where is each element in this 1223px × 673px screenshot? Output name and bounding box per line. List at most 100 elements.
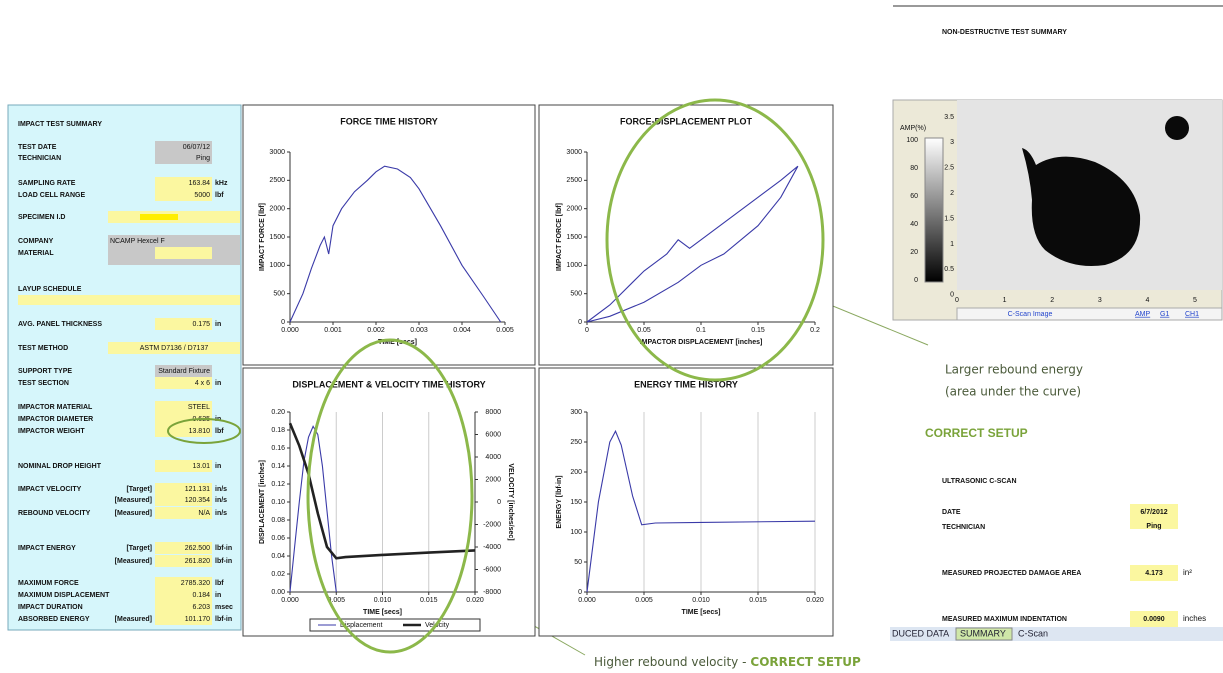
cscan-button[interactable]: G1: [1160, 311, 1169, 318]
field-value: NCAMP Hexcel F: [110, 238, 165, 245]
y2-tick-label: -8000: [483, 589, 501, 596]
x-tick-label: 0.003: [410, 327, 428, 334]
field-unit: lbf-in: [215, 616, 232, 623]
field-qualifier: [Target]: [126, 486, 152, 493]
annotation-text: Higher rebound velocity -: [594, 655, 746, 669]
sheet-tab[interactable]: C-Scan: [1018, 628, 1048, 638]
y-tick-label: 2.5: [944, 165, 954, 172]
amp-tick: 100: [906, 137, 918, 144]
y-tick-label: 0.18: [271, 427, 285, 434]
cscan-button[interactable]: AMP: [1135, 311, 1151, 318]
x-tick-label: 0.000: [578, 597, 596, 604]
y-tick-label: 0.06: [271, 535, 285, 542]
y-tick-label: 300: [570, 409, 582, 416]
field-label: LOAD CELL RANGE: [18, 192, 85, 199]
y-tick-label: 2: [950, 190, 954, 197]
y-tick-label: 2000: [566, 206, 582, 213]
field-label: TECHNICIAN: [18, 155, 61, 162]
field-value: Standard Fixture: [158, 368, 210, 375]
sheet-tab[interactable]: SUMMARY: [960, 628, 1006, 638]
field-unit: in/s: [215, 486, 227, 493]
field-unit: in/s: [215, 510, 227, 517]
x-axis-title: TIME [secs]: [363, 609, 402, 616]
field-value: 4.173: [1145, 570, 1163, 577]
field-value: Ping: [1146, 523, 1161, 530]
field-unit: lbf: [215, 192, 224, 199]
chart-title: FORCE TIME HISTORY: [340, 116, 438, 126]
field-value: 6/7/2012: [1140, 509, 1167, 516]
field-label: DATE: [942, 509, 961, 516]
y-tick-label: 0.5: [944, 266, 954, 273]
annotation: Larger rebound energy: [945, 363, 1083, 377]
field-unit: msec: [215, 604, 233, 611]
field-value: 121.131: [185, 486, 210, 493]
x-tick-label: 0.015: [420, 597, 438, 604]
field-label: TEST METHOD: [18, 345, 68, 352]
y-tick-label: 3.5: [944, 114, 954, 121]
y-tick-label: 0: [578, 319, 582, 326]
field-label: TEST SECTION: [18, 380, 69, 387]
field-value: 0.175: [192, 321, 210, 328]
x-tick-label: 0.005: [496, 327, 514, 334]
y-tick-label: 0.02: [271, 571, 285, 578]
field-label: COMPANY: [18, 238, 54, 245]
field-label: MEASURED PROJECTED DAMAGE AREA: [942, 570, 1081, 577]
sheet-tab[interactable]: DUCED DATA: [892, 628, 949, 638]
amp-colorbar: [925, 138, 943, 282]
y-tick-label: 0.08: [271, 517, 285, 524]
field-unit: kHz: [215, 180, 228, 187]
y-tick-label: 0.16: [271, 445, 285, 452]
x-tick-label: 0: [585, 327, 589, 334]
cscan-button[interactable]: CH1: [1185, 311, 1199, 318]
field-label: IMPACT VELOCITY: [18, 486, 82, 493]
field-qualifier: [Measured]: [115, 510, 152, 517]
field-label: IMPACTOR MATERIAL: [18, 404, 93, 411]
damage-spot: [1165, 116, 1189, 140]
y-tick-label: 0.00: [271, 589, 285, 596]
x-axis-title: TIME [secs]: [682, 609, 721, 616]
value-box: [18, 295, 240, 305]
field-label: ABSORBED ENERGY: [18, 616, 90, 623]
ndt-section: ULTRASONIC C-SCAN: [942, 478, 1017, 485]
field-unit: lbf-in: [215, 558, 232, 565]
x-tick-label: 0.020: [806, 597, 824, 604]
field-unit: in²: [1183, 568, 1192, 577]
field-value: N/A: [198, 510, 210, 517]
amp-tick: 20: [910, 249, 918, 256]
value-box: [155, 247, 212, 259]
field-label: AVG. PANEL THICKNESS: [18, 321, 102, 328]
y-tick-label: 2000: [269, 206, 285, 213]
field-unit: lbf-in: [215, 545, 232, 552]
chart-frame: [539, 105, 833, 365]
field-label: REBOUND VELOCITY: [18, 510, 91, 517]
x-tick-label: 0.001: [324, 327, 342, 334]
field-qualifier: [Measured]: [115, 558, 152, 565]
field-label: MEASURED MAXIMUM INDENTATION: [942, 616, 1067, 623]
field-value: 2785.320: [181, 580, 210, 587]
y-tick-label: 2500: [566, 177, 582, 184]
y2-tick-label: -4000: [483, 544, 501, 551]
x-tick-label: 0.1: [696, 327, 706, 334]
field-unit: in: [215, 592, 221, 599]
field-label: IMPACTOR WEIGHT: [18, 428, 85, 435]
y-tick-label: 0: [950, 292, 954, 299]
y-tick-label: 1000: [566, 262, 582, 269]
field-unit: in: [215, 463, 221, 470]
chart-title: FORCE-DISPLACEMENT PLOT: [620, 116, 753, 126]
y-tick-label: 500: [273, 291, 285, 298]
y-tick-label: 0.20: [271, 409, 285, 416]
ndt-title: NON-DESTRUCTIVE TEST SUMMARY: [942, 29, 1067, 36]
x-tick-label: 4: [1145, 297, 1149, 304]
field-value: 101.170: [185, 616, 210, 623]
amp-label: AMP(%): [900, 125, 926, 132]
y-tick-label: 50: [574, 559, 582, 566]
y2-axis-title: VELOCITY [inches/sec]: [507, 463, 514, 540]
annotation: CORRECT SETUP: [925, 426, 1028, 440]
x-tick-label: 0.15: [751, 327, 765, 334]
y-tick-label: 3000: [566, 149, 582, 156]
field-label: IMPACT ENERGY: [18, 545, 76, 552]
field-label: MATERIAL: [18, 250, 54, 257]
field-value: 6.203: [192, 604, 210, 611]
